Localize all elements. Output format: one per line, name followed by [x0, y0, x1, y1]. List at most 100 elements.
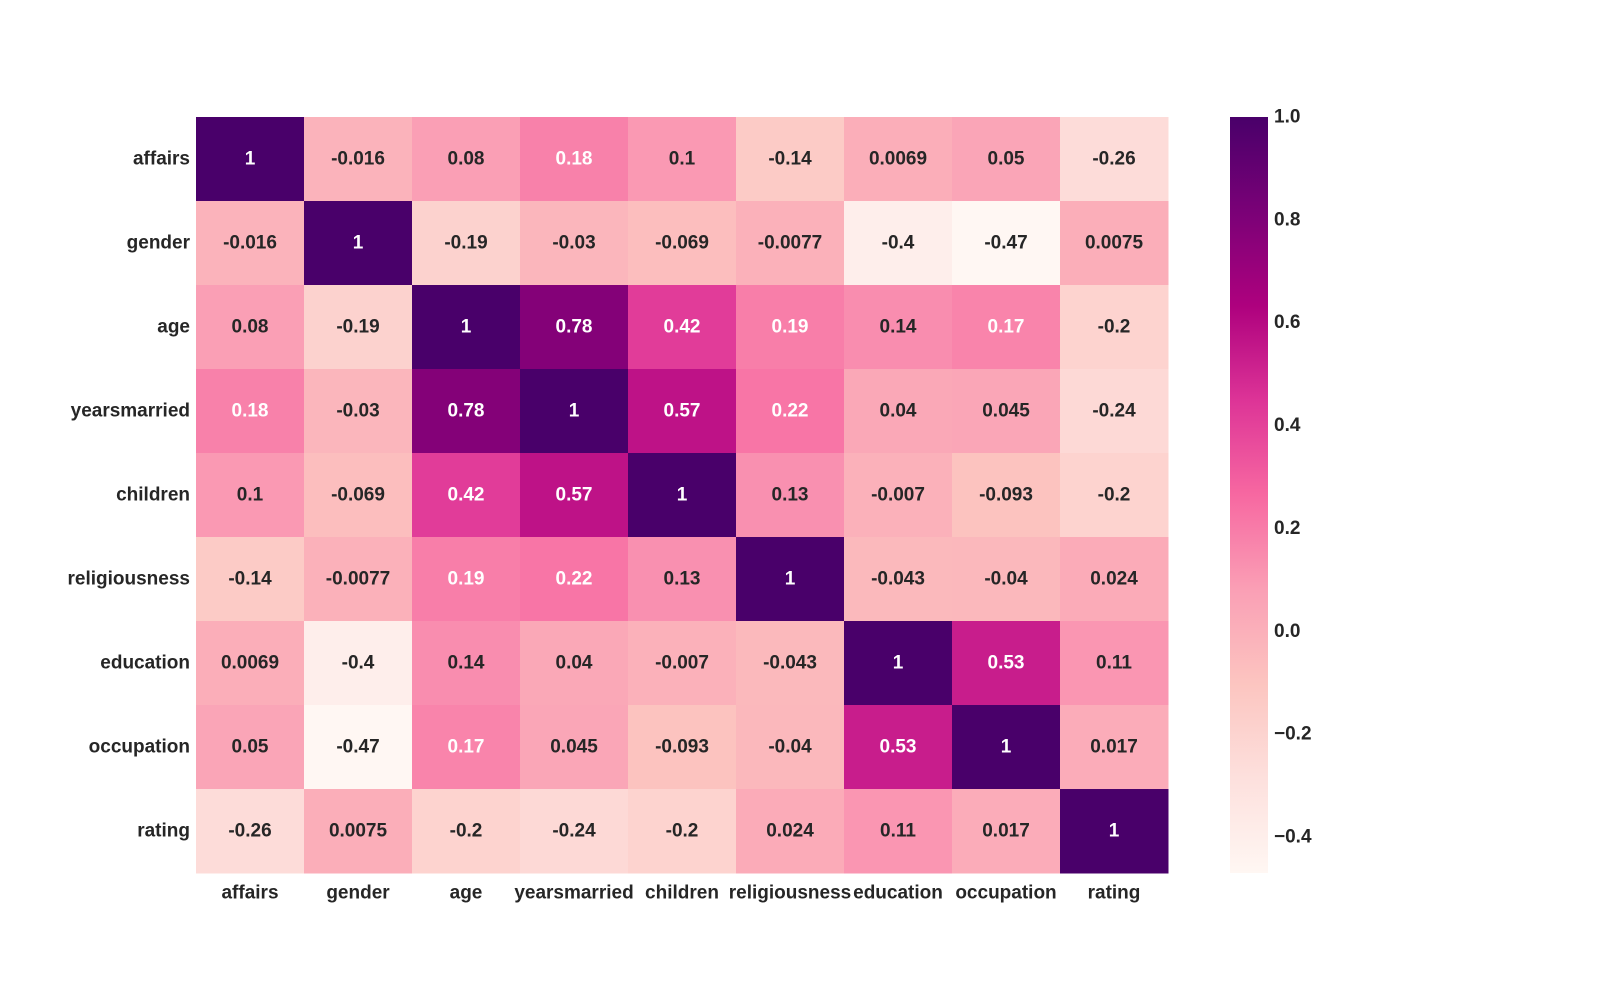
heatmap-cell-value: -0.19	[336, 317, 379, 338]
y-axis-tick-labels: affairs gender age yearsmarried children reli…	[68, 149, 191, 842]
heatmap-cell-value: 0.045	[982, 401, 1030, 422]
heatmap-cell-value: -0.043	[763, 653, 817, 674]
heatmap-cell	[196, 117, 305, 202]
colorbar-gradient	[1230, 117, 1268, 873]
heatmap-cells	[196, 117, 1169, 874]
heatmap-cell	[952, 117, 1061, 202]
heatmap-cell-value: 0.1	[669, 149, 696, 170]
heatmap-cell-value: -0.24	[1092, 401, 1136, 422]
heatmap-cell-value: -0.24	[552, 821, 596, 842]
heatmap-cell-value: -0.26	[1092, 149, 1135, 170]
heatmap-cell	[412, 369, 521, 454]
heatmap-cell	[304, 453, 413, 538]
heatmap-cell-value: 0.42	[664, 317, 701, 338]
heatmap-cell-value: 0.0069	[869, 149, 927, 170]
heatmap-cell	[628, 621, 737, 706]
heatmap-cell	[952, 537, 1061, 622]
heatmap-cell-value: 1	[353, 233, 364, 254]
heatmap-cell-value: 0.11	[1096, 653, 1132, 674]
heatmap-cell	[196, 621, 305, 706]
heatmap-cell	[412, 285, 521, 370]
heatmap-cell-value: 1	[893, 653, 904, 674]
heatmap-cell-value: -0.4	[342, 653, 375, 674]
heatmap-cell-value: -0.4	[882, 233, 915, 254]
heatmap-cell	[412, 117, 521, 202]
heatmap-cell	[196, 705, 305, 790]
heatmap-cell	[844, 537, 953, 622]
heatmap-cell	[736, 285, 845, 370]
heatmap-cell-value: -0.007	[871, 485, 925, 506]
y-tick-label: age	[157, 317, 190, 338]
heatmap-cell	[304, 537, 413, 622]
y-tick-label: gender	[127, 233, 191, 254]
x-tick-label: religiousness	[729, 883, 852, 904]
heatmap-cell	[520, 537, 629, 622]
heatmap-cell	[1060, 369, 1169, 454]
heatmap-cell	[304, 285, 413, 370]
heatmap-cell-value: -0.03	[552, 233, 595, 254]
y-tick-label: children	[116, 485, 190, 506]
heatmap-cell-value: -0.016	[331, 149, 385, 170]
heatmap-cell	[520, 789, 629, 874]
heatmap-cell-value: -0.0077	[758, 233, 822, 254]
heatmap-cell	[520, 369, 629, 454]
heatmap-cell	[736, 201, 845, 286]
heatmap-cell	[520, 453, 629, 538]
x-tick-label: occupation	[955, 883, 1056, 904]
heatmap-cell	[952, 201, 1061, 286]
heatmap-cell	[1060, 453, 1169, 538]
heatmap-cell-value: 0.22	[556, 569, 593, 590]
x-tick-label: children	[645, 883, 719, 904]
heatmap-cell-value: 0.08	[448, 149, 485, 170]
heatmap-cell	[304, 621, 413, 706]
heatmap-cell-value: 0.05	[232, 737, 269, 758]
heatmap-cell-value: 0.0075	[1085, 233, 1144, 254]
heatmap-cell-value: -0.14	[228, 569, 272, 590]
heatmap-cell	[1060, 117, 1169, 202]
heatmap-cell	[1060, 705, 1169, 790]
heatmap-cell	[736, 453, 845, 538]
heatmap-cell	[952, 369, 1061, 454]
heatmap-cell-annotations: 1 -0.016 0.08 0.18 0.1 -0.14 0.0069 0.05 -0.26 -0…	[221, 149, 1144, 842]
heatmap-cell	[412, 789, 521, 874]
heatmap-cell	[628, 789, 737, 874]
heatmap-cell-value: 0.05	[988, 149, 1025, 170]
heatmap-cell	[628, 369, 737, 454]
y-tick-label: occupation	[89, 737, 190, 758]
heatmap-cell	[196, 789, 305, 874]
heatmap-cell	[736, 705, 845, 790]
colorbar-tick-labels: 1.0 0.8 0.6 0.4 0.2 0.0 −0.2 −0.4	[1274, 107, 1312, 848]
heatmap-cell-value: 0.14	[448, 653, 485, 674]
heatmap-cell	[628, 117, 737, 202]
heatmap-cell-value: -0.19	[444, 233, 487, 254]
heatmap-cell	[196, 285, 305, 370]
heatmap-cell-value: 0.1	[237, 485, 264, 506]
heatmap-cell	[952, 621, 1061, 706]
colorbar-tick-label: 0.2	[1274, 518, 1300, 539]
heatmap-cell-value: 0.42	[448, 485, 485, 506]
heatmap-cell-value: -0.14	[768, 149, 812, 170]
x-tick-label: yearsmarried	[514, 883, 633, 904]
heatmap-cell-value: 1	[569, 401, 580, 422]
heatmap-cell-value: 0.024	[766, 821, 814, 842]
heatmap-cell	[520, 285, 629, 370]
heatmap-cell-value: 0.04	[880, 401, 917, 422]
heatmap-cell-value: 0.017	[982, 821, 1030, 842]
heatmap-cell-value: -0.47	[336, 737, 379, 758]
heatmap-cell-value: 1	[461, 317, 472, 338]
heatmap-cell-value: 0.08	[232, 317, 269, 338]
heatmap-cell-value: 0.11	[880, 821, 916, 842]
heatmap-cell	[196, 537, 305, 622]
heatmap-cell	[196, 201, 305, 286]
heatmap-cell-value: 0.78	[556, 317, 593, 338]
heatmap-cell-value: -0.093	[655, 737, 709, 758]
heatmap-cell-value: 0.19	[448, 569, 485, 590]
heatmap-cell	[628, 285, 737, 370]
colorbar-tick-label: −0.4	[1274, 827, 1312, 848]
heatmap-cell	[520, 117, 629, 202]
heatmap-cell	[304, 789, 413, 874]
heatmap-cell-value: 1	[245, 149, 256, 170]
heatmap-cell	[952, 285, 1061, 370]
heatmap-cell	[1060, 285, 1169, 370]
heatmap-cell	[628, 705, 737, 790]
